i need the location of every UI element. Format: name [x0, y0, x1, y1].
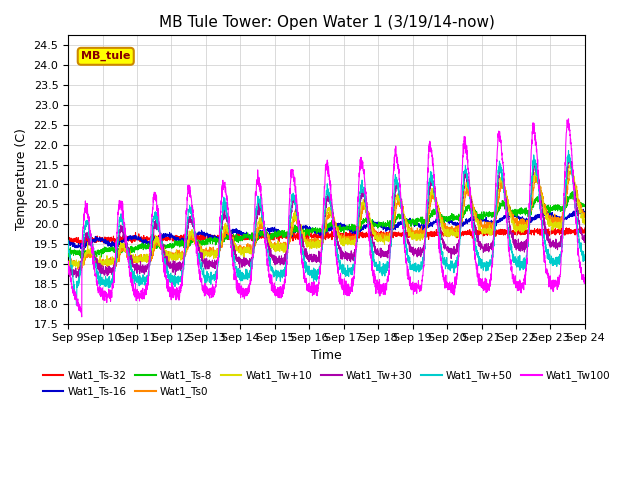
- Line: Wat1_Ts-8: Wat1_Ts-8: [68, 192, 585, 258]
- Wat1_Ts0: [515, 221, 523, 227]
- Wat1_Ts-16: [124, 237, 131, 243]
- Wat1_Tw100: [515, 287, 523, 293]
- Wat1_Tw+30: [566, 152, 573, 158]
- Wat1_Ts0: [285, 238, 292, 244]
- Wat1_Ts-16: [154, 237, 162, 242]
- Wat1_Ts-16: [579, 206, 587, 212]
- Wat1_Ts-8: [64, 249, 72, 254]
- Line: Wat1_Ts0: Wat1_Ts0: [68, 168, 585, 269]
- Wat1_Tw+10: [124, 251, 131, 257]
- Wat1_Ts0: [262, 234, 270, 240]
- Wat1_Tw+50: [285, 233, 292, 239]
- Wat1_Tw+10: [581, 218, 589, 224]
- Wat1_Ts0: [581, 213, 589, 219]
- Wat1_Tw+10: [285, 236, 292, 241]
- Wat1_Tw100: [64, 261, 72, 267]
- Wat1_Tw+10: [77, 265, 85, 271]
- Wat1_Tw+10: [572, 182, 579, 188]
- Wat1_Ts0: [572, 182, 579, 188]
- Wat1_Ts-8: [581, 204, 589, 209]
- Text: MB_tule: MB_tule: [81, 51, 131, 61]
- Wat1_Tw+50: [72, 302, 80, 308]
- Wat1_Tw+30: [75, 276, 83, 281]
- Wat1_Tw+10: [262, 233, 270, 239]
- Wat1_Ts-16: [515, 216, 523, 221]
- Line: Wat1_Tw100: Wat1_Tw100: [68, 119, 585, 317]
- Wat1_Tw+10: [567, 161, 575, 167]
- Wat1_Ts0: [64, 262, 72, 267]
- Wat1_Ts-32: [262, 233, 270, 239]
- Line: Wat1_Tw+50: Wat1_Tw+50: [68, 151, 585, 305]
- Wat1_Tw+30: [154, 227, 162, 233]
- Wat1_Tw100: [581, 280, 589, 286]
- Wat1_Tw+50: [64, 238, 72, 243]
- Wat1_Ts-32: [581, 225, 589, 231]
- Y-axis label: Temperature (C): Temperature (C): [15, 129, 28, 230]
- Wat1_Tw+50: [154, 214, 162, 219]
- Wat1_Tw+50: [581, 253, 589, 259]
- Wat1_Tw+10: [154, 239, 162, 245]
- Wat1_Ts-16: [262, 228, 270, 234]
- Line: Wat1_Tw+10: Wat1_Tw+10: [68, 164, 585, 268]
- Legend: Wat1_Ts-32, Wat1_Ts-16, Wat1_Ts-8, Wat1_Ts0, Wat1_Tw+10, Wat1_Tw+30, Wat1_Tw+50,: Wat1_Ts-32, Wat1_Ts-16, Wat1_Ts-8, Wat1_…: [38, 366, 614, 402]
- Wat1_Ts0: [568, 166, 575, 171]
- Wat1_Ts0: [74, 266, 81, 272]
- Line: Wat1_Tw+30: Wat1_Tw+30: [68, 155, 585, 278]
- Wat1_Tw100: [78, 314, 86, 320]
- Wat1_Tw100: [154, 213, 162, 219]
- Wat1_Ts-32: [154, 240, 162, 246]
- Wat1_Tw+30: [262, 235, 270, 240]
- Wat1_Tw+50: [572, 205, 579, 211]
- Wat1_Ts-32: [64, 236, 72, 242]
- Wat1_Tw+50: [564, 148, 572, 154]
- Wat1_Tw+30: [124, 242, 131, 248]
- Wat1_Ts-32: [577, 224, 585, 230]
- Title: MB Tule Tower: Open Water 1 (3/19/14-now): MB Tule Tower: Open Water 1 (3/19/14-now…: [159, 15, 495, 30]
- Wat1_Ts-16: [64, 240, 72, 246]
- Wat1_Ts-32: [571, 230, 579, 236]
- Wat1_Tw100: [262, 253, 270, 259]
- Wat1_Ts-16: [77, 246, 85, 252]
- Wat1_Ts-32: [81, 244, 88, 250]
- Wat1_Ts-16: [285, 232, 292, 238]
- Wat1_Tw+50: [124, 247, 131, 252]
- Wat1_Ts-8: [285, 229, 292, 235]
- Wat1_Ts-8: [572, 194, 579, 200]
- Wat1_Tw+30: [581, 239, 589, 245]
- Wat1_Ts0: [124, 251, 131, 256]
- Wat1_Ts-8: [154, 241, 162, 247]
- Wat1_Ts-32: [515, 229, 523, 235]
- Wat1_Tw+50: [262, 241, 270, 247]
- Wat1_Ts-16: [571, 211, 579, 217]
- Wat1_Tw+50: [515, 264, 523, 270]
- Wat1_Tw100: [572, 204, 579, 210]
- Wat1_Ts-8: [77, 255, 85, 261]
- Wat1_Ts0: [154, 239, 162, 244]
- Line: Wat1_Ts-16: Wat1_Ts-16: [68, 209, 585, 249]
- Wat1_Tw+30: [515, 247, 523, 253]
- Wat1_Tw100: [124, 252, 131, 257]
- Wat1_Tw100: [564, 116, 572, 122]
- Wat1_Ts-16: [581, 210, 589, 216]
- Line: Wat1_Ts-32: Wat1_Ts-32: [68, 227, 585, 247]
- X-axis label: Time: Time: [311, 349, 342, 362]
- Wat1_Tw100: [285, 214, 292, 219]
- Wat1_Tw+10: [64, 263, 72, 269]
- Wat1_Tw+30: [285, 239, 292, 244]
- Wat1_Ts-32: [124, 234, 131, 240]
- Wat1_Ts-8: [515, 209, 523, 215]
- Wat1_Tw+30: [572, 187, 579, 193]
- Wat1_Ts-8: [262, 232, 270, 238]
- Wat1_Tw+30: [64, 270, 72, 276]
- Wat1_Ts-8: [569, 189, 577, 194]
- Wat1_Tw+10: [515, 225, 523, 231]
- Wat1_Ts-8: [124, 246, 131, 252]
- Wat1_Ts-32: [285, 233, 292, 239]
